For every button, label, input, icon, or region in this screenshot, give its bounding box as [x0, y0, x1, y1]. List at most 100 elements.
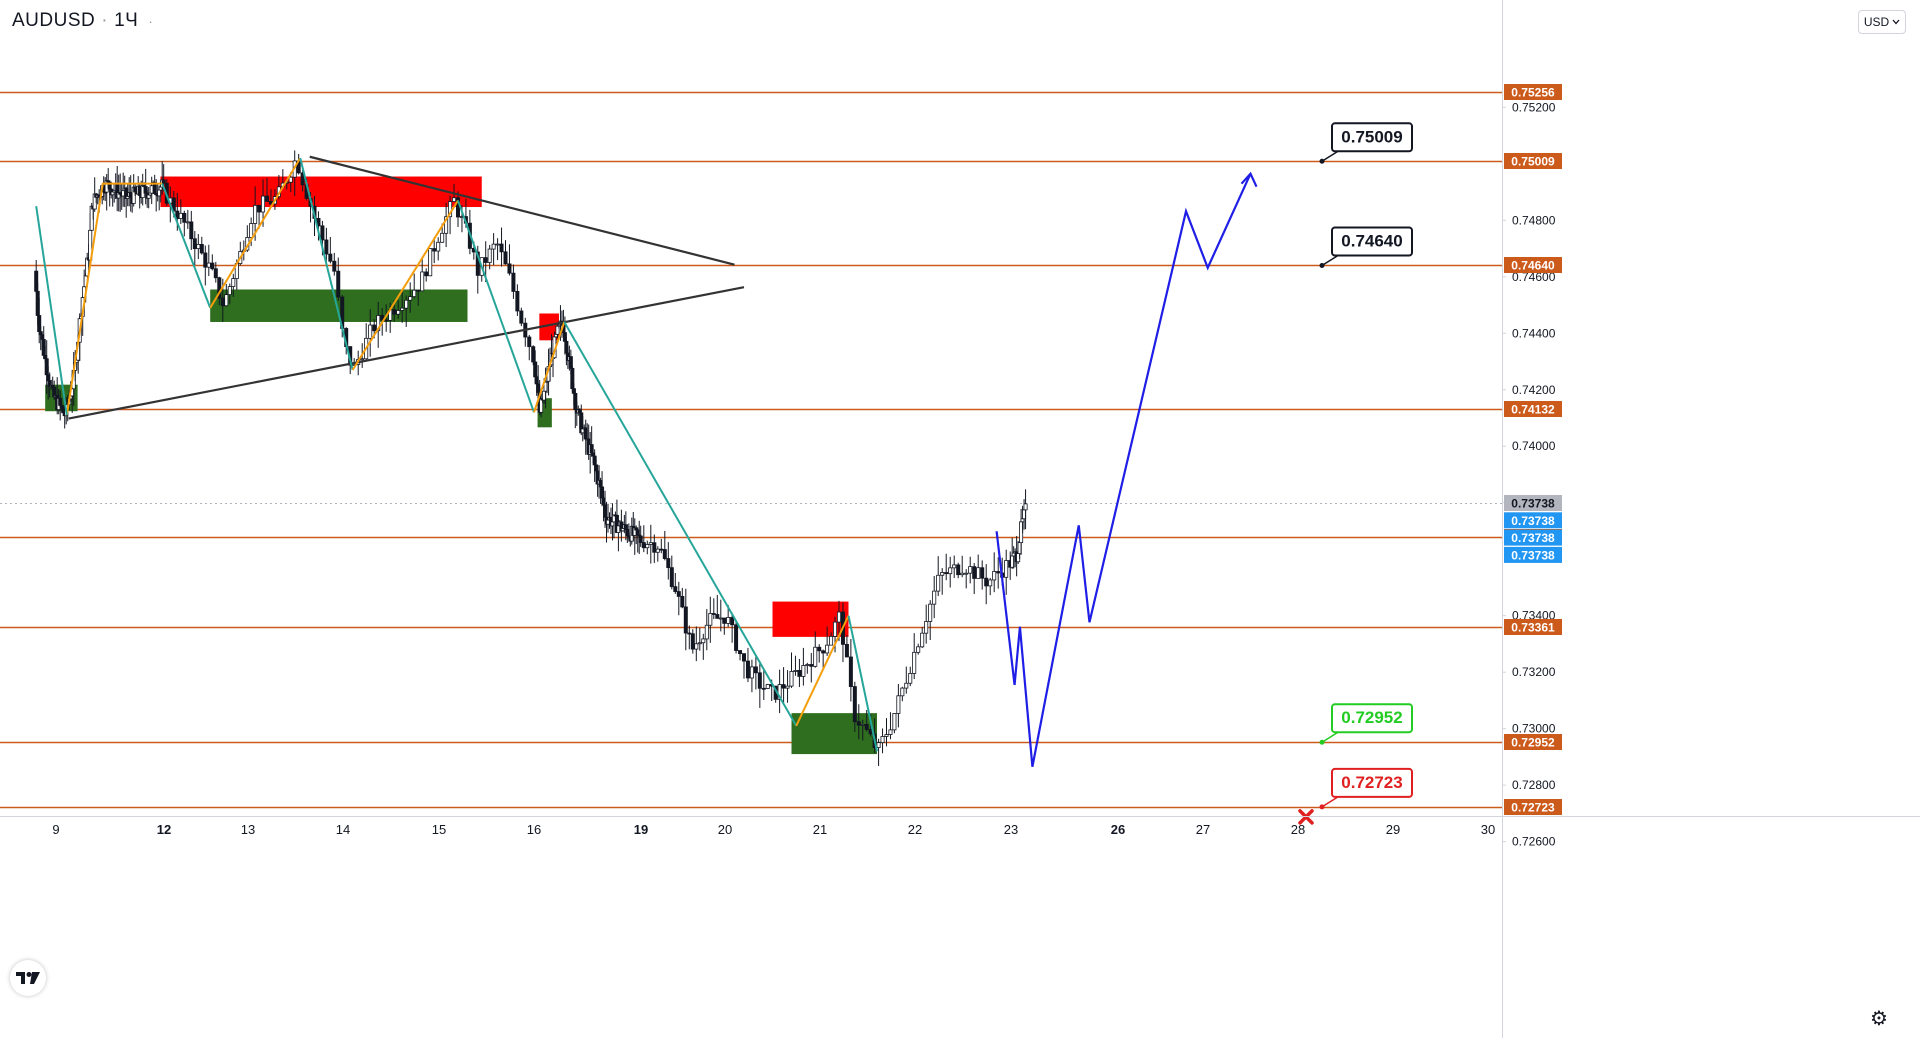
tradingview-logo-icon[interactable]: [10, 960, 46, 996]
bear-candle: [189, 221, 194, 240]
bear-candle: [956, 564, 961, 576]
bull-candle: [491, 243, 496, 250]
bear-candle: [738, 650, 743, 655]
bull-candle: [701, 638, 706, 644]
impulse-wave-down: [161, 183, 212, 309]
bear-candle: [328, 253, 333, 262]
bull-candle: [924, 621, 929, 634]
bear-candle: [217, 277, 222, 299]
current-price-box: [1504, 529, 1562, 546]
time-tick-label: 29: [1386, 822, 1400, 837]
time-tick-label: 20: [718, 822, 732, 837]
bull-candle: [495, 243, 500, 246]
bear-candle: [673, 586, 678, 592]
bull-candle: [697, 642, 702, 645]
callout-label: 0.72723: [1341, 773, 1402, 792]
price-tick-label: 0.72600: [1512, 835, 1556, 849]
bear-candle: [527, 336, 532, 348]
bear-candle: [161, 179, 166, 184]
bull-candle: [440, 232, 445, 243]
bear-candle: [213, 268, 218, 279]
impulse-wave-down: [457, 200, 535, 413]
bear-candle: [432, 248, 437, 252]
bull-candle: [880, 736, 885, 744]
bull-candle: [976, 567, 981, 579]
bull-candle: [487, 248, 492, 263]
candles: [34, 150, 1028, 767]
currency-label: USD: [1863, 15, 1890, 29]
bull-candle: [964, 572, 969, 575]
bear-candle: [507, 263, 512, 274]
bear-candle: [300, 172, 305, 186]
supply-zone: [160, 176, 482, 208]
projection-line: [995, 173, 1252, 768]
bull-candle: [360, 358, 365, 361]
bull-candle: [837, 611, 842, 623]
currency-button[interactable]: USD: [1858, 10, 1906, 34]
time-tick-label: 26: [1111, 822, 1125, 837]
bull-candle: [444, 216, 449, 234]
bear-candle: [715, 614, 720, 619]
bear-candle: [192, 238, 197, 250]
bull-candle: [655, 548, 660, 553]
zigzag-waves: [35, 157, 878, 752]
bear-candle: [336, 270, 341, 298]
time-tick-label: 21: [813, 822, 827, 837]
bear-candle: [844, 643, 849, 658]
bull-candle: [952, 564, 957, 569]
impulse-wave-down: [299, 157, 354, 371]
bear-candle: [533, 361, 538, 378]
level-label: 0.75256: [1511, 86, 1555, 100]
bear-candle: [683, 606, 688, 634]
level-label-box: [1504, 257, 1562, 273]
bull-candle: [1023, 503, 1028, 511]
bear-candle: [384, 319, 389, 322]
bear-candle: [722, 617, 727, 624]
bear-candle: [199, 244, 204, 254]
bull-candle: [185, 221, 190, 224]
bear-candle: [589, 444, 594, 454]
menu-dot: ·: [148, 13, 154, 29]
bull-candle: [436, 241, 441, 252]
bull-candle: [829, 636, 834, 646]
bear-candle: [220, 297, 225, 307]
impulse-wave-up: [209, 157, 302, 309]
level-label: 0.72952: [1511, 736, 1555, 750]
callout-pointer: [1321, 254, 1339, 267]
bear-candle: [730, 617, 735, 626]
bear-candle: [641, 542, 646, 549]
impulse-wave-up: [795, 615, 850, 727]
tv-logo-glyph: [16, 972, 40, 984]
bear-candle: [856, 721, 861, 726]
bull-candle: [718, 617, 723, 620]
level-label-box: [1504, 734, 1562, 750]
bear-candle: [475, 251, 480, 276]
bear-candle: [996, 571, 1001, 574]
bull-candle: [888, 729, 893, 735]
bull-candle: [948, 567, 953, 575]
time-tick-label: 16: [527, 822, 541, 837]
time-tick-label: 27: [1196, 822, 1210, 837]
bear-candle: [515, 291, 520, 312]
time-tick-label: 9: [52, 822, 59, 837]
bear-candle: [519, 310, 524, 324]
bear-candle: [203, 252, 208, 268]
symbol-title[interactable]: AUDUSD · 1Ч ·: [12, 10, 153, 32]
bull-candle: [932, 590, 937, 605]
bull-candle: [960, 572, 965, 576]
bull-candle: [704, 624, 709, 640]
current-price-label: 0.73738: [1511, 514, 1555, 528]
bear-candle: [984, 577, 989, 587]
bear-candle: [809, 664, 814, 667]
impulse-wave-up: [351, 199, 459, 371]
bear-candle: [332, 260, 337, 272]
callout-anchor: [1319, 804, 1325, 810]
bear-candle: [652, 542, 657, 553]
bull-candle: [428, 248, 433, 277]
bear-candle: [503, 251, 508, 265]
bear-candle: [852, 686, 857, 723]
callout-box: [1331, 703, 1413, 734]
time-tick-label: 19: [634, 822, 648, 837]
gear-icon[interactable]: ⚙: [1870, 1008, 1888, 1030]
